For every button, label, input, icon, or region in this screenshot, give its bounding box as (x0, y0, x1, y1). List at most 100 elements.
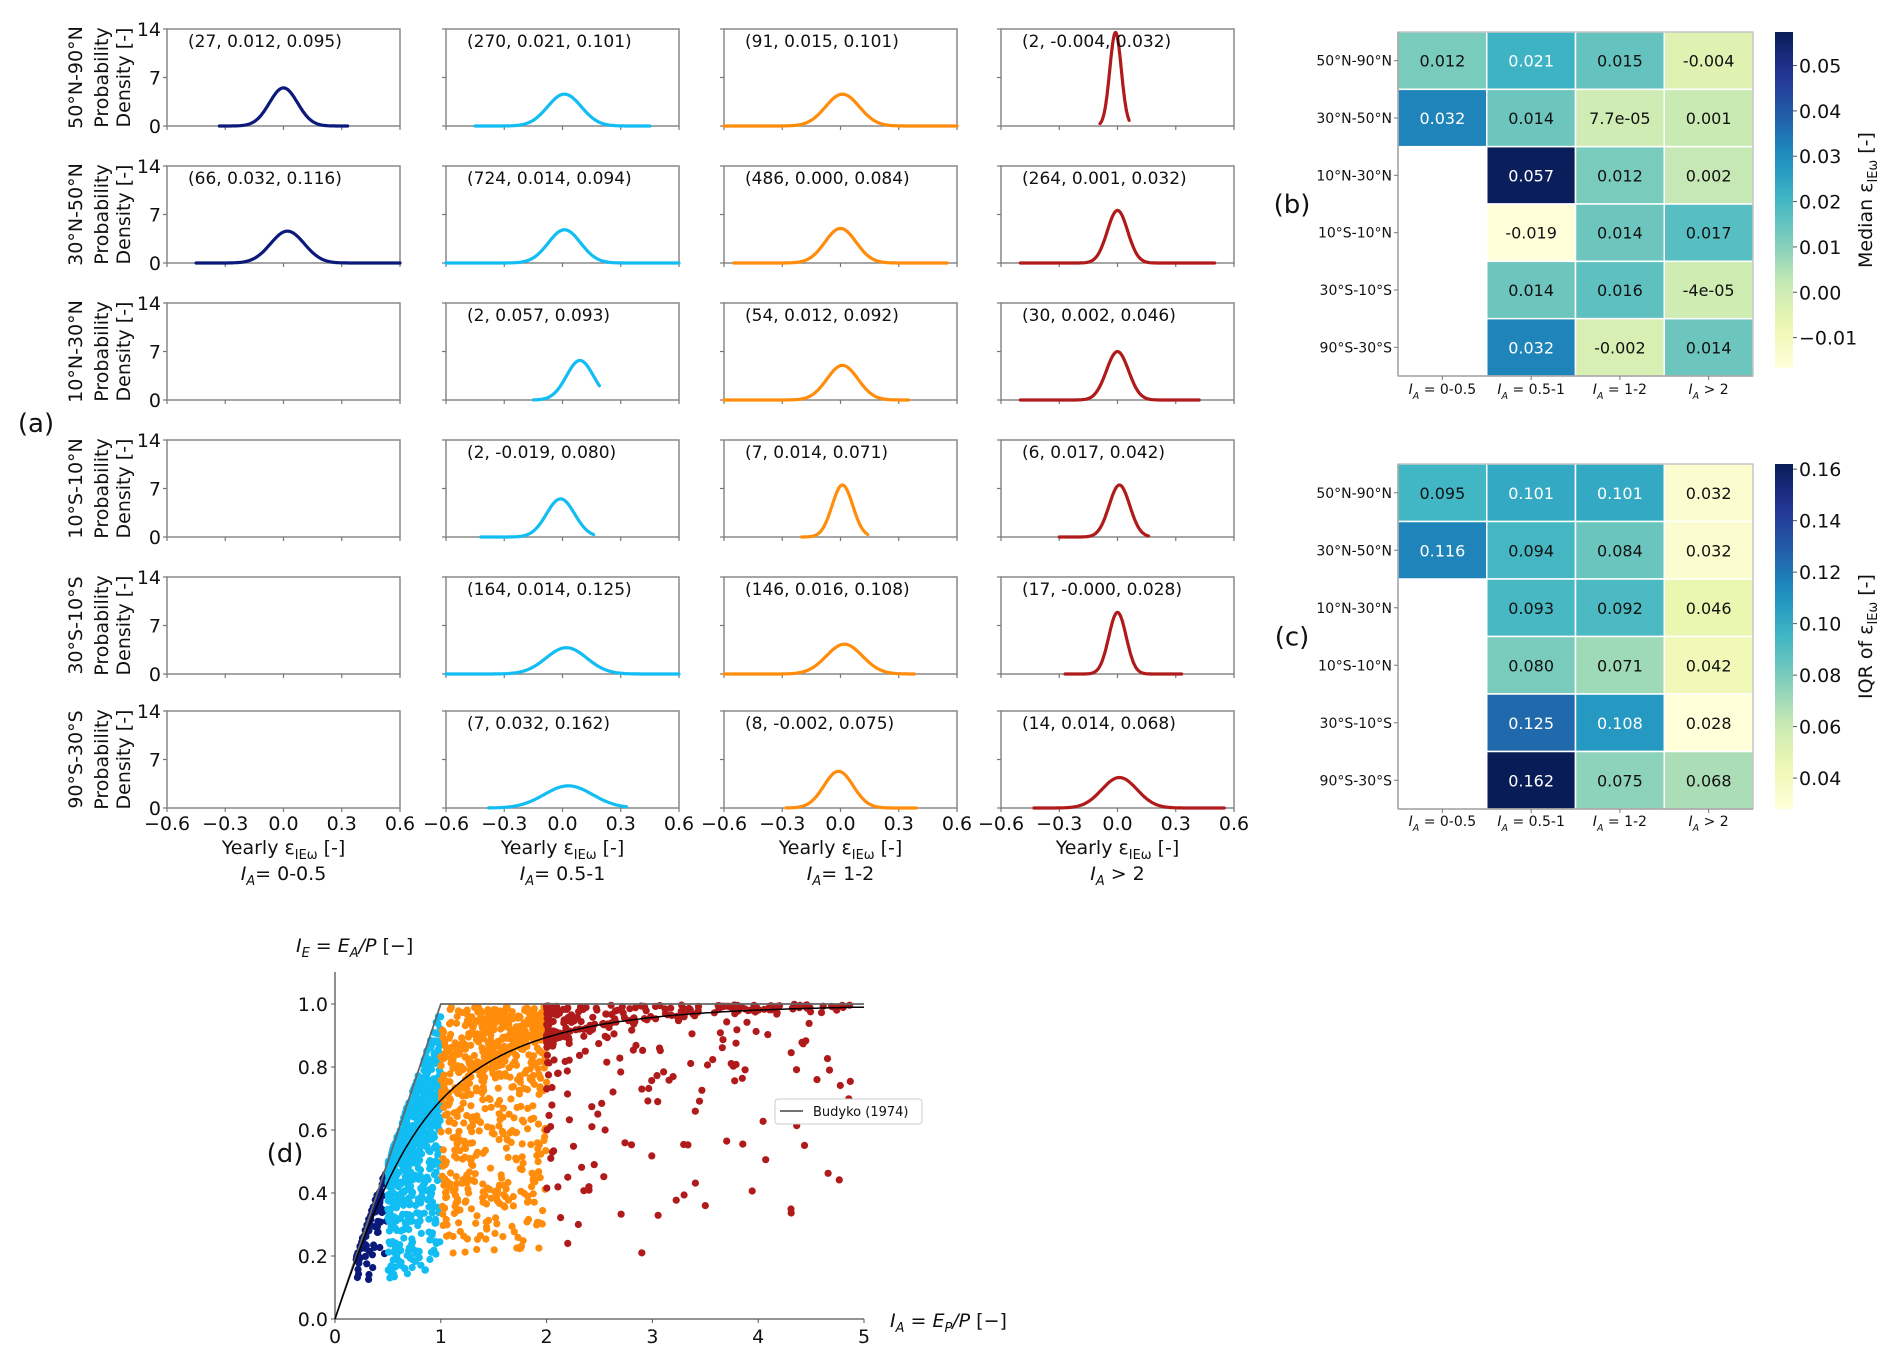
scatter-point (601, 1126, 609, 1134)
scatter-point (386, 1207, 394, 1215)
scatter-point (416, 1217, 424, 1225)
cell-annotation: (164, 0.014, 0.125) (467, 580, 632, 600)
xtick-label: 4 (752, 1326, 764, 1348)
xtick-label: −0.6 (701, 813, 747, 835)
scatter-point (530, 1021, 538, 1029)
scatter-point (516, 1078, 525, 1086)
scatter-point (365, 1247, 373, 1255)
scatter-point (415, 1254, 423, 1262)
scatter-point (419, 1083, 427, 1091)
scatter-point (416, 1210, 424, 1218)
scatter-point (355, 1259, 363, 1267)
heatmap-cell-label: 0.017 (1686, 224, 1732, 243)
scatter-point (397, 1135, 405, 1143)
scatter-point (435, 1113, 443, 1121)
heatmap-cell (1486, 750, 1577, 810)
scatter-point (487, 1194, 495, 1202)
scatter-point (527, 1141, 535, 1149)
subplot-frame (166, 302, 401, 401)
heatmap-cell (1486, 578, 1577, 638)
scatter-point (460, 1119, 468, 1127)
scatter-point (397, 1192, 405, 1200)
heatmap-cell-label: 0.012 (1597, 166, 1643, 185)
scatter-point (454, 1062, 462, 1070)
colorbar-tick-label: 0.05 (1799, 56, 1841, 78)
scatter-point (543, 1085, 551, 1093)
colorbar-tick-label: 0.00 (1799, 282, 1841, 304)
density-curve (1063, 610, 1184, 676)
scatter-point (467, 1041, 475, 1049)
scatter-point (376, 1243, 384, 1252)
heatmap-row-label: 30°S-10°S (1320, 716, 1393, 732)
scatter-point (425, 1215, 433, 1223)
scatter-point (523, 1086, 532, 1094)
heatmap-cell (1486, 317, 1577, 377)
heatmap-cell-label: 0.032 (1686, 484, 1732, 503)
scatter-point (639, 1046, 647, 1054)
scatter-point (426, 1163, 434, 1172)
density-subplot: (54, 0.012, 0.092) (720, 302, 958, 404)
scatter-point (490, 1040, 498, 1049)
heatmap-cell (1574, 750, 1665, 810)
ylabel-line2: Density [-] (113, 302, 135, 402)
panel-label-d: (d) (267, 1139, 304, 1169)
scatter-point (414, 1137, 422, 1146)
cell-annotation: (7, 0.014, 0.071) (745, 443, 888, 463)
scatter-point (415, 1175, 423, 1183)
scatter-point (531, 1010, 539, 1019)
scatter-point (473, 1212, 481, 1220)
scatter-point (356, 1254, 365, 1262)
scatter-point (496, 1007, 504, 1015)
scatter-point (519, 1237, 527, 1245)
scatter-point (733, 1026, 741, 1034)
density-subplot: (30, 0.002, 0.046) (997, 302, 1235, 404)
scatter-point (648, 1077, 656, 1085)
scatter-point (585, 1183, 593, 1191)
heatmap-cell (1663, 520, 1754, 580)
colorbar-tick-label: 0.04 (1799, 101, 1841, 123)
scatter-point (817, 1009, 826, 1017)
scatter-point (589, 1013, 597, 1021)
scatter-point (675, 1016, 683, 1024)
scatter-point (813, 1076, 821, 1084)
scatter-point (655, 1044, 664, 1052)
scatter-point (512, 1023, 521, 1031)
scatter-point (524, 1125, 532, 1133)
density-curve (444, 646, 681, 676)
scatter-point (684, 1141, 692, 1149)
scatter-point (534, 1120, 543, 1128)
scatter-point (438, 1026, 447, 1034)
scatter-point (654, 1211, 662, 1219)
scatter-point (437, 1062, 445, 1070)
density-curve (1018, 208, 1217, 265)
xtick-label: 5 (858, 1326, 870, 1348)
scatter-point (533, 1139, 542, 1147)
scatter-point (540, 1064, 548, 1072)
scatter-point (408, 1263, 416, 1272)
colorbar-tick-label: 0.06 (1799, 717, 1841, 739)
scatter-point (481, 1105, 489, 1113)
scatter-point (543, 1020, 551, 1028)
scatter-point (458, 1179, 466, 1187)
scatter-point (544, 1027, 552, 1035)
heatmap-row-label: 10°N-30°N (1316, 601, 1392, 617)
scatter-point (537, 1150, 545, 1158)
scatter-point (509, 1193, 517, 1201)
density-subplot: −0.6 −0.3 0.0 0.3 0.6 (14, 0.014, 0.068) (978, 710, 1249, 835)
ytick-label: 7 (149, 342, 161, 364)
scatter-point (567, 1011, 576, 1019)
density-subplot: 0 7 14 (27, 0.012, 0.095) (137, 19, 401, 138)
scatter-point (731, 1003, 739, 1012)
row-label: 50°N-90°N (65, 26, 87, 129)
xtick-label: −0.3 (481, 813, 527, 835)
heatmap-cell (1663, 260, 1754, 320)
scatter-point (543, 1126, 551, 1134)
legend: Budyko (1974) (774, 1098, 923, 1125)
scatter-point (508, 1127, 516, 1135)
scatter-point (617, 1210, 625, 1218)
scatter-point (729, 1062, 737, 1070)
scatter-point (426, 1095, 434, 1103)
scatter-point (416, 1074, 424, 1082)
scatter-point (621, 1139, 629, 1147)
scatter-point (738, 1074, 746, 1082)
